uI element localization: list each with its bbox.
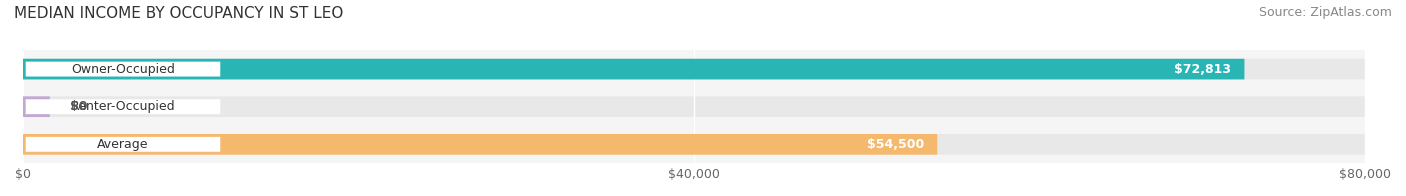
Text: MEDIAN INCOME BY OCCUPANCY IN ST LEO: MEDIAN INCOME BY OCCUPANCY IN ST LEO (14, 6, 343, 21)
FancyBboxPatch shape (22, 134, 1365, 155)
FancyBboxPatch shape (22, 96, 49, 117)
FancyBboxPatch shape (25, 62, 221, 77)
Text: Renter-Occupied: Renter-Occupied (70, 100, 176, 113)
Text: $54,500: $54,500 (866, 138, 924, 151)
Text: $72,813: $72,813 (1174, 63, 1232, 76)
Text: $0: $0 (70, 100, 87, 113)
FancyBboxPatch shape (22, 96, 1365, 117)
Text: Owner-Occupied: Owner-Occupied (72, 63, 174, 76)
FancyBboxPatch shape (25, 99, 221, 114)
Text: Average: Average (97, 138, 149, 151)
Text: Source: ZipAtlas.com: Source: ZipAtlas.com (1258, 6, 1392, 19)
FancyBboxPatch shape (25, 137, 221, 152)
FancyBboxPatch shape (22, 59, 1365, 79)
FancyBboxPatch shape (22, 59, 1244, 79)
FancyBboxPatch shape (22, 134, 938, 155)
